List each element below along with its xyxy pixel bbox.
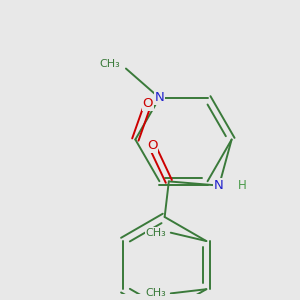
Text: H: H [238,179,247,192]
Text: N: N [154,91,164,104]
Text: N: N [214,179,224,192]
Text: CH₃: CH₃ [146,288,166,298]
Text: O: O [143,98,153,110]
Text: CH₃: CH₃ [99,59,120,69]
Text: O: O [147,139,157,152]
Text: CH₃: CH₃ [146,228,166,238]
